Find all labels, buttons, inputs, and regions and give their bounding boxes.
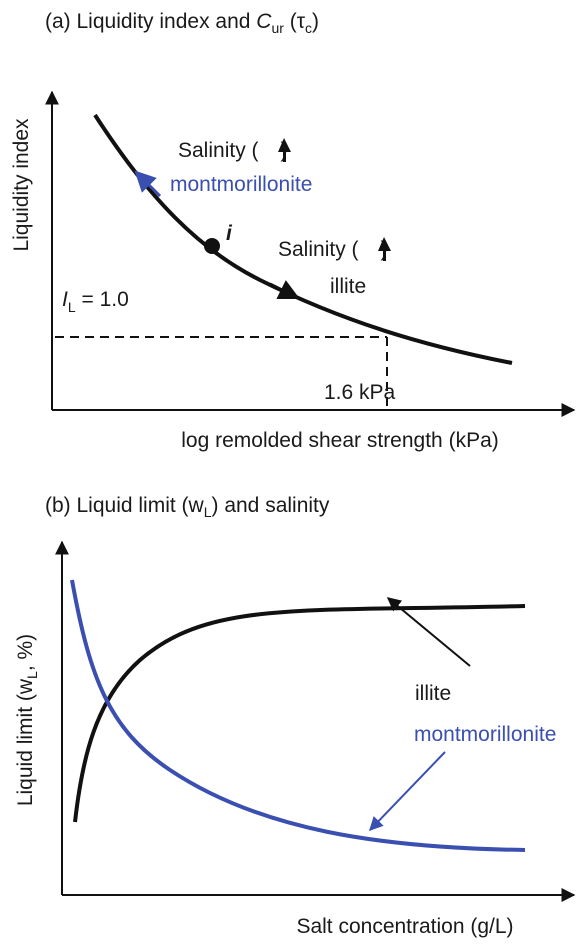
panel-b-title: (b) Liquid limit (wL) and salinity: [45, 494, 330, 520]
montmorillonite-label: montmorillonite: [170, 173, 312, 196]
panel-a-title: (a) Liquidity index and Cur (τc): [45, 10, 319, 36]
up-arrow-icon: [278, 138, 291, 162]
salinity-label: Salinity (): [278, 238, 388, 261]
illite-curve: [73, 604, 526, 823]
y-label: Liquidity index: [10, 118, 33, 252]
arrow-montmorillonite: [134, 170, 162, 198]
arrow-illite: [386, 597, 471, 667]
point-label: i: [226, 222, 233, 245]
montmorillonite-label: montmorillonite: [414, 723, 556, 746]
up-arrow-icon: [378, 237, 391, 261]
montmorillonite-curve: [70, 579, 526, 852]
point: [204, 238, 220, 254]
il-label: IL = 1.0: [62, 288, 129, 315]
x-label: log remolded shear strength (kPa): [181, 429, 499, 452]
x-label: Salt concentration (g/L): [296, 915, 513, 938]
arrow-illite: [269, 280, 300, 300]
salinity-label: Salinity (): [178, 139, 288, 162]
strength-label: 1.6 kPa: [324, 381, 396, 404]
illite-label: illite: [415, 682, 451, 705]
y-label: Liquid limit (wL, %): [14, 634, 40, 806]
arrow-montmorillonite: [369, 751, 446, 832]
illite-label: illite: [330, 275, 366, 298]
